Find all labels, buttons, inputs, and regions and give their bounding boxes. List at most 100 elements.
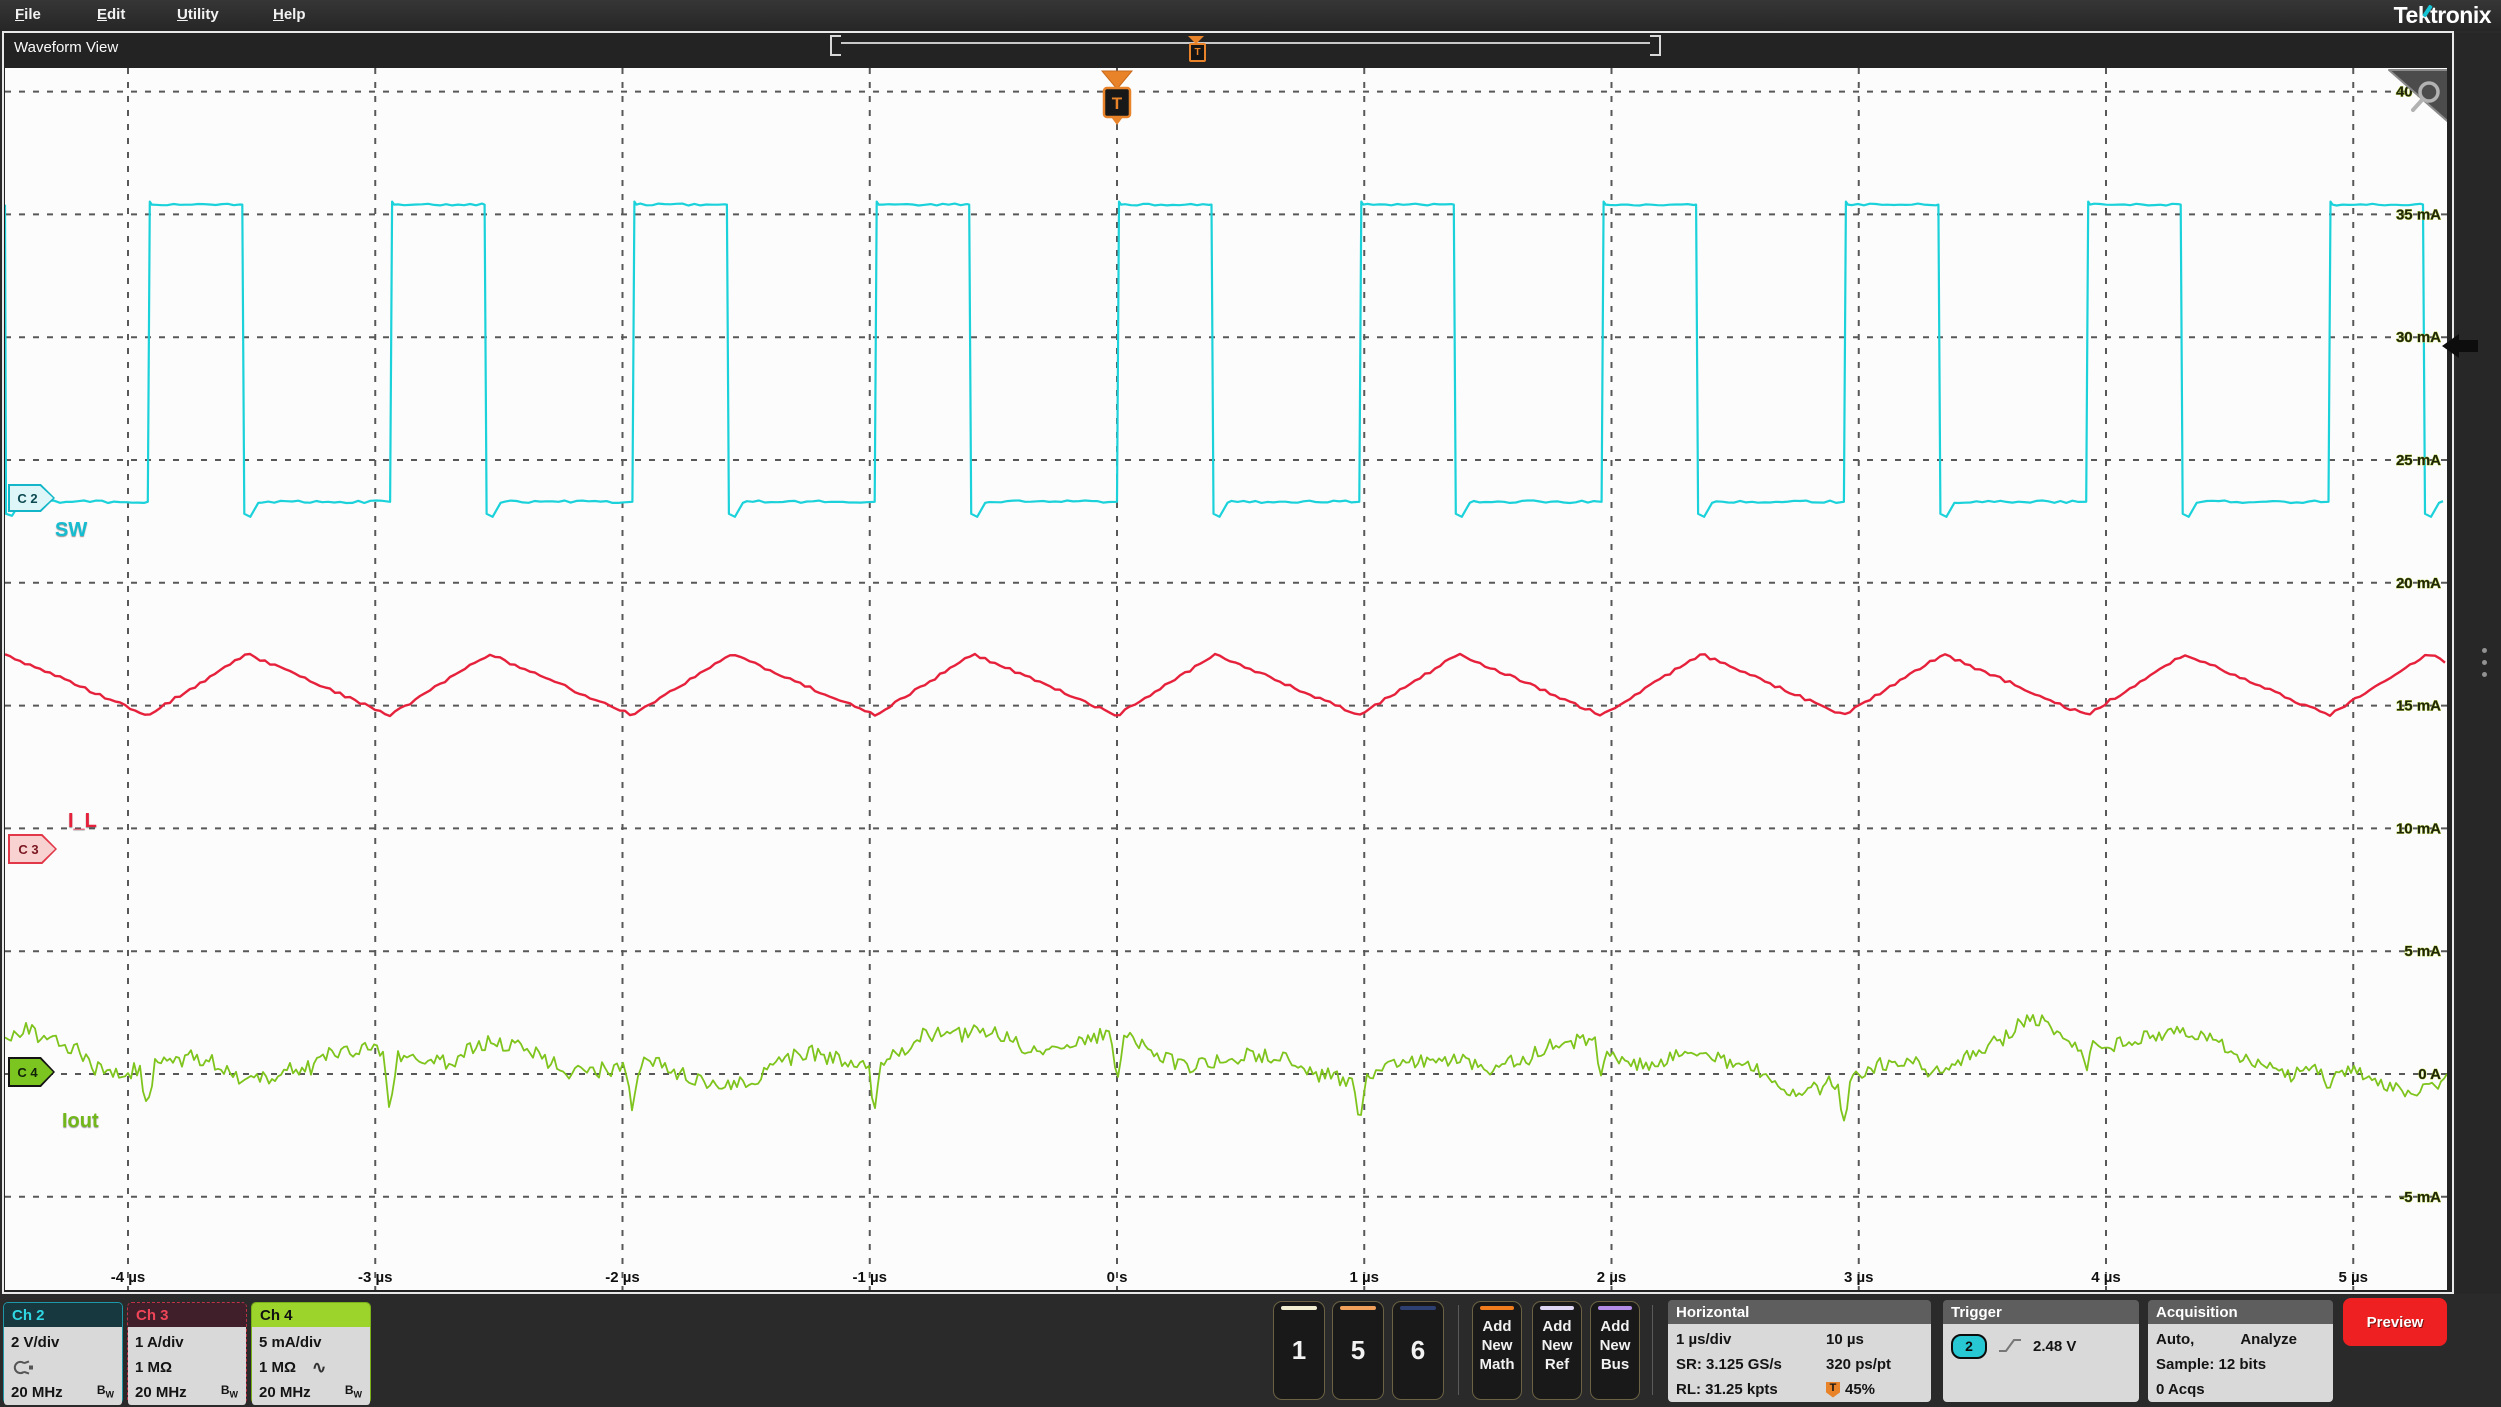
ch3-scale: 1 A/div (135, 1330, 246, 1355)
divider (1458, 1305, 1459, 1395)
oscilloscope-screen: File Edit Utility Help Tektronix Wavefor… (0, 0, 2501, 1407)
trigger-position-icon: T (1826, 1382, 1840, 1398)
ch2-scale: 2 V/div (11, 1330, 122, 1355)
waveform-iout (5, 1015, 2447, 1121)
graticule-area[interactable]: 40 mA35 mA30 mA25 mA20 mA15 mA10 mA5 mA0… (5, 68, 2447, 1290)
preview-button[interactable]: Preview (2343, 1298, 2447, 1346)
trigger-marker-letter: T (1112, 94, 1123, 113)
button-1[interactable]: 1 (1273, 1301, 1325, 1400)
scrollbar-handle-dot[interactable] (2482, 648, 2487, 653)
sample-rate: SR: 3.125 GS/s (1676, 1356, 1826, 1373)
probe-icon (11, 1355, 122, 1380)
y-tick-label: 25 mA (2396, 452, 2441, 469)
ch3-header: Ch 3 (128, 1303, 246, 1327)
record-view-right-bracket[interactable] (1650, 35, 1661, 56)
ch4-bandwidth: 20 MHz (259, 1380, 311, 1405)
x-tick-label: 2 µs (1597, 1269, 1627, 1286)
ch3-impedance: 1 MΩ (135, 1355, 246, 1380)
y-tick-label: 35 mA (2396, 206, 2441, 223)
channel-tag-c2[interactable]: C 2 (8, 484, 55, 512)
trigger-badge[interactable]: Trigger 2 2.48 V (1943, 1300, 2139, 1402)
horizontal-scale: 1 µs/div (1676, 1331, 1826, 1348)
add-new-bus-button[interactable]: AddNewBus (1590, 1301, 1640, 1400)
y-tick-label: 5 mA (2404, 943, 2441, 960)
ch4-impedance: 1 MΩ (259, 1355, 296, 1380)
bandwidth-limit-badge: BW (345, 1378, 362, 1407)
x-tick-label: -2 µs (605, 1269, 640, 1286)
scrollbar-handle-dot[interactable] (2482, 660, 2487, 665)
waveform-canvas: 40 mA35 mA30 mA25 mA20 mA15 mA10 mA5 mA0… (5, 68, 2447, 1290)
trigger-marker-arrow[interactable] (1102, 71, 1132, 89)
add-new-math-button[interactable]: AddNewMath (1472, 1301, 1522, 1400)
horizontal-badge[interactable]: Horizontal 1 µs/div10 µs SR: 3.125 GS/s3… (1668, 1300, 1931, 1402)
record-view-bar[interactable] (841, 42, 1650, 44)
divider (1652, 1305, 1653, 1395)
ch3-bandwidth: 20 MHz (135, 1380, 187, 1405)
trigger-level-arrow-tail[interactable] (2458, 340, 2478, 352)
resolution: 320 ps/pt (1826, 1356, 1923, 1373)
panel-title: Waveform View (14, 39, 118, 56)
ch4-header: Ch 4 (252, 1303, 370, 1327)
trigger-position-percent: 45% (1845, 1381, 1875, 1398)
x-tick-label: -4 µs (111, 1269, 146, 1286)
x-tick-label: 3 µs (1844, 1269, 1874, 1286)
right-side-strip (2456, 33, 2501, 1294)
acquisition-mode: Auto, (2156, 1331, 2194, 1348)
trigger-source-badge: 2 (1951, 1334, 1987, 1359)
y-tick-label: -5 mA (2399, 1189, 2441, 1206)
x-tick-label: 4 µs (2091, 1269, 2121, 1286)
channel-badge-ch3[interactable]: Ch 3 1 A/div 1 MΩ 20 MHz BW (127, 1302, 247, 1404)
waveform-il (5, 654, 2445, 716)
bandwidth-limit-badge: BW (97, 1378, 114, 1407)
channel-tag-c4[interactable]: C 4 (8, 1057, 55, 1087)
x-tick-label: -1 µs (853, 1269, 888, 1286)
menu-help[interactable]: Help (273, 6, 306, 23)
ac-coupling-sine-icon: ∿ (312, 1355, 326, 1380)
acquisition-sample: Sample: 12 bits (2156, 1352, 2325, 1377)
ch4-scale: 5 mA/div (259, 1330, 370, 1355)
channel-badge-ch2[interactable]: Ch 2 2 V/div 20 MHz BW (3, 1302, 123, 1404)
button-5[interactable]: 5 (1332, 1301, 1384, 1400)
channel-label-iout: Iout (62, 1110, 99, 1133)
menu-utility[interactable]: Utility (177, 6, 219, 23)
control-bar: Ch 2 2 V/div 20 MHz BW Ch 3 1 A/div 1 MΩ … (0, 1296, 2501, 1407)
waveform-sw (5, 202, 2443, 517)
rising-edge-slope-icon (1998, 1337, 2022, 1355)
channel-tag-c3[interactable]: C 3 (8, 834, 57, 864)
menu-bar: File Edit Utility Help Tektronix (0, 0, 2501, 31)
channel-label-il: I_L (68, 810, 97, 833)
trigger-marker-tail (1111, 117, 1123, 125)
horizontal-window: 10 µs (1826, 1331, 1923, 1348)
y-tick-label: 15 mA (2396, 698, 2441, 715)
acquisition-title: Acquisition (2148, 1300, 2333, 1324)
channel-label-sw: SW (55, 519, 87, 542)
trigger-level-arrow-icon[interactable] (2442, 334, 2459, 358)
record-view-left-bracket[interactable] (830, 35, 841, 56)
menu-edit[interactable]: Edit (97, 6, 125, 23)
y-tick-label: 0 A (2418, 1066, 2441, 1083)
button-6[interactable]: 6 (1392, 1301, 1444, 1400)
record-trigger-marker[interactable]: T (1189, 43, 1206, 62)
ch2-bandwidth: 20 MHz (11, 1380, 63, 1405)
ch2-header: Ch 2 (4, 1303, 122, 1327)
y-tick-label: 30 mA (2396, 329, 2441, 346)
x-tick-label: -3 µs (358, 1269, 393, 1286)
trigger-title: Trigger (1943, 1300, 2139, 1324)
acquisition-badge[interactable]: Acquisition Auto, Analyze Sample: 12 bits… (2148, 1300, 2333, 1402)
scrollbar-handle-dot[interactable] (2482, 672, 2487, 677)
x-tick-label: 0 s (1107, 1269, 1128, 1286)
add-new-ref-button[interactable]: AddNewRef (1532, 1301, 1582, 1400)
acquisition-count: 0 Acqs (2156, 1377, 2325, 1402)
tektronix-logo: Tektronix (2394, 2, 2491, 29)
channel-badge-ch4[interactable]: Ch 4 5 mA/div 1 MΩ ∿ 20 MHz BW (251, 1302, 371, 1404)
magnifier-handle (2413, 100, 2422, 110)
trigger-level-value: 2.48 V (2033, 1338, 2076, 1355)
acquisition-analyze: Analyze (2240, 1331, 2297, 1348)
x-tick-label: 5 µs (2339, 1269, 2369, 1286)
x-tick-label: 1 µs (1350, 1269, 1380, 1286)
menu-file[interactable]: File (15, 6, 41, 23)
horizontal-title: Horizontal (1668, 1300, 1931, 1324)
record-length: RL: 31.25 kpts (1676, 1381, 1826, 1398)
bandwidth-limit-badge: BW (221, 1378, 238, 1407)
y-tick-label: 20 mA (2396, 575, 2441, 592)
